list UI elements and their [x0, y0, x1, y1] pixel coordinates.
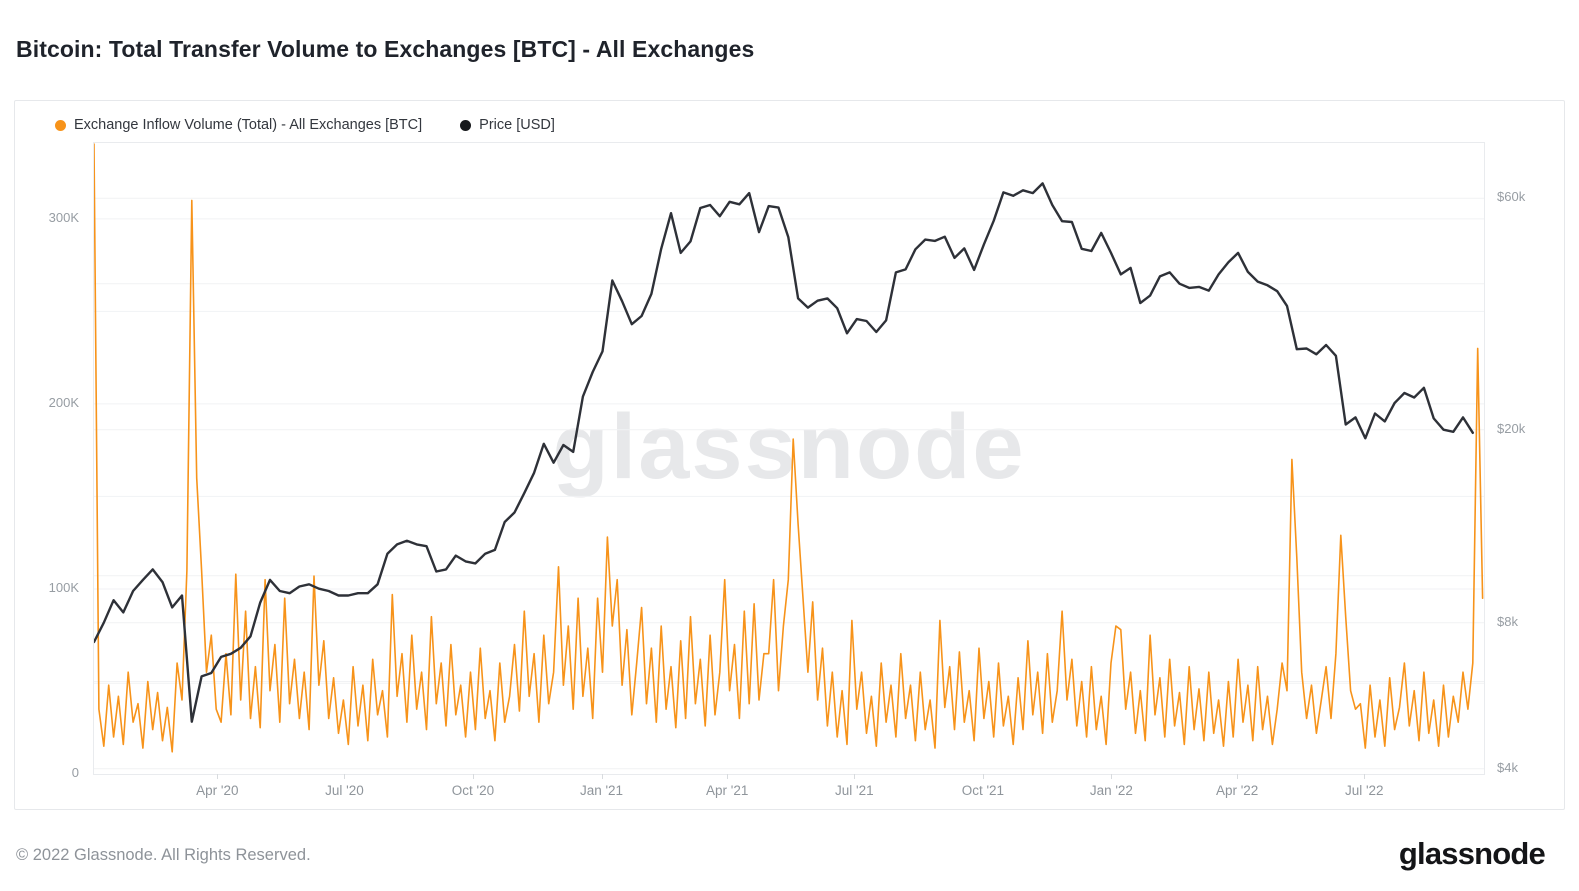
left-axis-tick-label: 0 — [71, 764, 79, 780]
legend-item-price[interactable]: Price [USD] — [460, 117, 555, 133]
x-axis-tick-label: Apr '20 — [196, 783, 239, 798]
x-axis-tick-label: Apr '22 — [1215, 783, 1259, 798]
x-axis-tick-label: Jul '20 — [325, 783, 364, 798]
right-axis-tick-label: $20k — [1497, 420, 1526, 436]
x-axis-tick-mark — [472, 774, 474, 779]
left-axis-tick-label: 300K — [48, 209, 79, 225]
x-axis-tick-label: Jul '22 — [1344, 783, 1384, 798]
legend-item-label: Exchange Inflow Volume (Total) - All Exc… — [74, 117, 423, 133]
x-axis-tick-label: Jan '22 — [1089, 783, 1133, 798]
x-axis-tick-mark — [217, 774, 219, 779]
x-axis-tick-label: Oct '21 — [961, 783, 1005, 798]
x-axis-tick-mark — [601, 774, 603, 779]
page-title: Bitcoin: Total Transfer Volume to Exchan… — [16, 36, 755, 62]
x-axis-tick-mark — [1111, 774, 1113, 779]
legend-item-label: Price [USD] — [479, 117, 555, 133]
legend: Exchange Inflow Volume (Total) - All Exc… — [55, 117, 555, 133]
right-axis-tick-label: $60k — [1497, 189, 1526, 205]
plot-area: glassnode — [93, 142, 1485, 775]
price-series-swatch-icon — [460, 119, 472, 131]
left-axis-tick-label: 200K — [48, 394, 79, 410]
x-axis-tick-label: Jul '21 — [835, 783, 874, 798]
x-axis-tick-label: Oct '20 — [451, 783, 495, 798]
glassnode-logo[interactable]: glassnode — [1398, 836, 1546, 871]
chart-card: Exchange Inflow Volume (Total) - All Exc… — [14, 100, 1565, 810]
inflow-series-swatch-icon — [55, 119, 66, 131]
x-axis-tick-mark — [1364, 774, 1366, 779]
copyright-text: © 2022 Glassnode. All Rights Reserved. — [16, 846, 311, 864]
right-axis-tick-label: $4k — [1497, 759, 1518, 775]
x-axis-tick-label: Apr '21 — [706, 783, 749, 798]
x-axis-tick-mark — [344, 774, 346, 779]
legend-item-inflow[interactable]: Exchange Inflow Volume (Total) - All Exc… — [55, 117, 422, 133]
x-axis-tick-mark — [727, 774, 729, 779]
x-axis-tick-mark — [854, 774, 856, 779]
x-axis-tick-mark — [1237, 774, 1239, 779]
x-axis-tick-mark — [982, 774, 984, 779]
left-axis-tick-label: 100K — [48, 579, 79, 595]
x-axis-tick-label: Jan '21 — [579, 783, 624, 798]
chart-canvas[interactable] — [94, 143, 1484, 774]
right-axis-tick-label: $8k — [1497, 613, 1518, 629]
